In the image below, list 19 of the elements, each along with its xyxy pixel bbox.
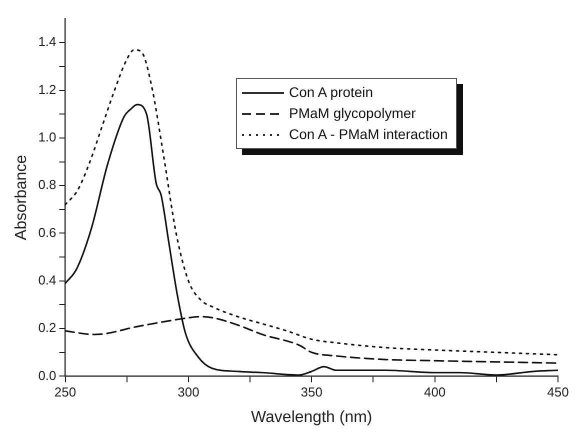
x-tick-label: 250 [54,384,76,400]
y-tick-label: 0.4 [38,272,56,288]
x-tick-label: 300 [178,384,200,400]
line-series [65,48,558,356]
y-tick-label: 1.4 [38,34,56,50]
legend-label: Con A - PMaM interaction [289,125,448,144]
y-tick-label: 0.8 [38,177,56,192]
y-tick-label: 0.0 [38,368,56,383]
legend-label: Con A protein [289,83,374,102]
y-tick-label: 0.6 [38,224,56,240]
x-tick-label: 450 [547,384,569,400]
legend-label: PMaM glycopolymer [289,104,416,123]
y-tick-label: 0.2 [38,320,56,336]
y-tick-label: 1.2 [38,82,56,97]
y-axis-title: Absorbance [13,154,30,240]
x-tick-label: 400 [424,384,446,400]
x-axis-title: Wavelength (nm) [251,408,372,426]
x-tick-label: 350 [300,384,322,400]
y-tick-label: 1.0 [38,130,56,145]
